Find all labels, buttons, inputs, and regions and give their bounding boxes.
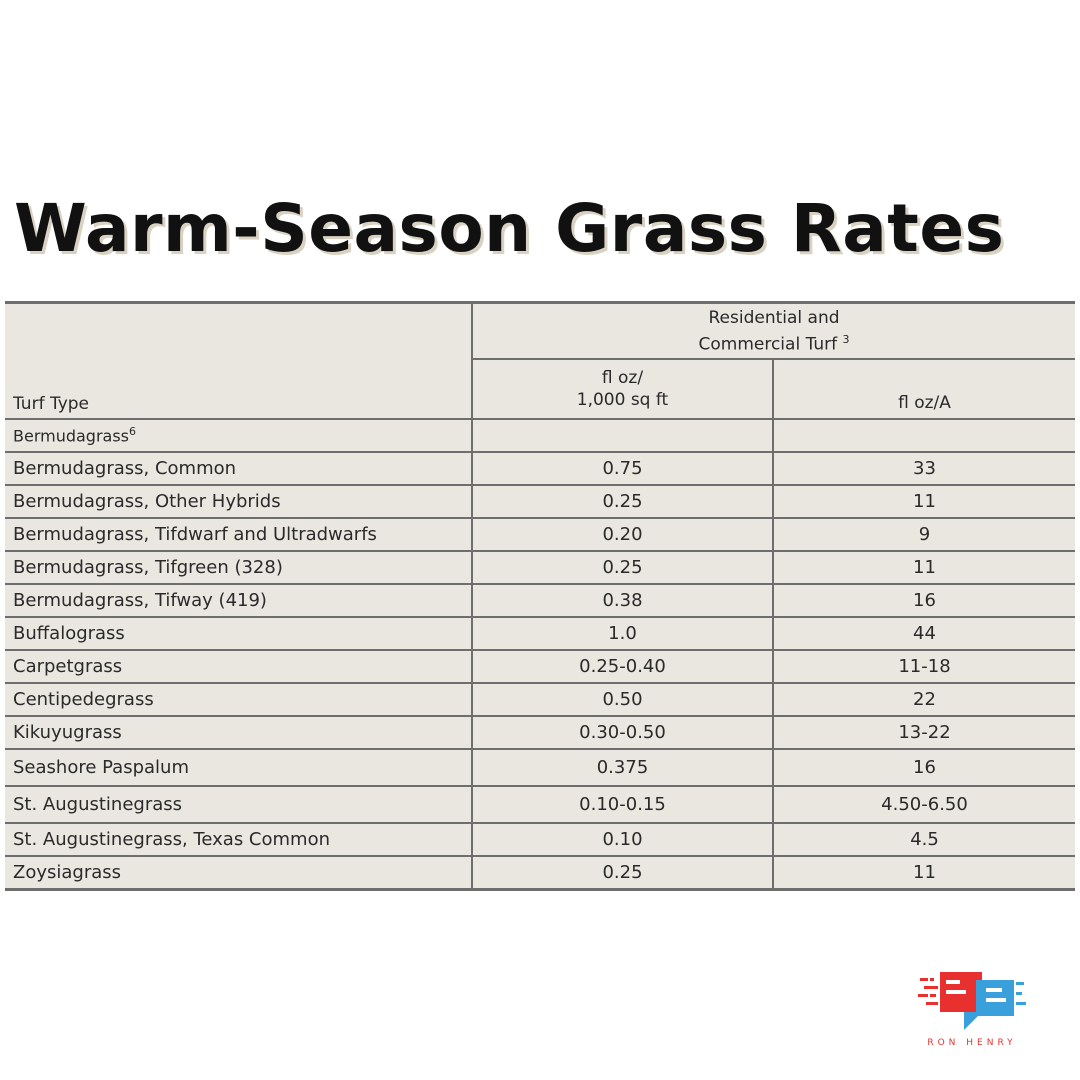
- table-row: Zoysiagrass 0.25 11: [5, 855, 1076, 891]
- per-acre-cell: 11: [771, 550, 1076, 584]
- group-header-footnote: 3: [842, 332, 850, 346]
- group-header-line2: Commercial Turf: [698, 334, 838, 355]
- page-title: Warm-Season Grass Rates: [14, 190, 1005, 267]
- table-row: Kikuyugrass 0.30-0.50 13-22: [5, 715, 1076, 749]
- per-acre-cell: 13-22: [771, 715, 1076, 749]
- turf-type-cell: St. Augustinegrass: [5, 785, 472, 823]
- per-1000-cell: 0.25: [471, 550, 773, 584]
- turf-type-cell: Zoysiagrass: [5, 855, 472, 891]
- group-header: Residential and Commercial Turf 3: [470, 301, 1076, 359]
- per-1000-cell: 0.20: [471, 517, 773, 551]
- per-1000-cell: 0.30-0.50: [471, 715, 773, 749]
- turf-type-header: Turf Type: [13, 394, 90, 414]
- turf-type-cell: Bermudagrass, Other Hybrids: [5, 484, 472, 518]
- section-label: Bermudagrass: [13, 426, 130, 446]
- section-row: Bermudagrass6: [5, 418, 1076, 452]
- per-acre-header: fl oz/A: [771, 358, 1076, 419]
- per-1000-sqft-header: fl oz/ 1,000 sq ft: [471, 358, 773, 419]
- per-1000-cell: 0.75: [471, 451, 773, 485]
- section-label-cell: Bermudagrass6: [5, 418, 472, 452]
- turf-rates-table: Residential and Commercial Turf 3 Turf T…: [5, 301, 1076, 891]
- per-acre-cell: 11-18: [771, 649, 1076, 683]
- per-1000-cell: 0.25-0.40: [471, 649, 773, 683]
- per-acre-cell: 11: [771, 855, 1076, 891]
- table-row: Bermudagrass, Tifgreen (328) 0.25 11: [5, 550, 1076, 584]
- table-row: Carpetgrass 0.25-0.40 11-18: [5, 649, 1076, 683]
- turf-type-cell: Bermudagrass, Tifgreen (328): [5, 550, 472, 584]
- per-acre-cell: 44: [771, 616, 1076, 650]
- turf-type-cell: Kikuyugrass: [5, 715, 472, 749]
- table-row: St. Augustinegrass, Texas Common 0.10 4.…: [5, 822, 1076, 856]
- ron-henry-logo-icon: [918, 972, 1026, 1030]
- table-row: Bermudagrass, Tifway (419) 0.38 16: [5, 583, 1076, 617]
- group-header-line1: Residential and: [708, 307, 840, 328]
- per-acre-cell: 16: [771, 583, 1076, 617]
- turf-type-cell: Bermudagrass, Tifdwarf and Ultradwarfs: [5, 517, 472, 551]
- per-1000-cell: 0.25: [471, 855, 773, 891]
- per-acre-cell: 11: [771, 484, 1076, 518]
- per-acre-cell: 22: [771, 682, 1076, 716]
- section-footnote: 6: [129, 425, 137, 439]
- table-row: Centipedegrass 0.50 22: [5, 682, 1076, 716]
- per-1000-cell: 0.50: [471, 682, 773, 716]
- turf-type-cell: Buffalograss: [5, 616, 472, 650]
- table-row: Bermudagrass, Tifdwarf and Ultradwarfs 0…: [5, 517, 1076, 551]
- logo-text: RON HENRY: [927, 1038, 1017, 1048]
- turf-type-cell: Bermudagrass, Common: [5, 451, 472, 485]
- per-acre-cell: 9: [771, 517, 1076, 551]
- per-1000-header-line1: fl oz/: [601, 368, 644, 388]
- ron-henry-logo: RON HENRY: [916, 968, 1028, 1052]
- per-acre-cell: 4.50-6.50: [771, 785, 1076, 823]
- table-column-header-row: Turf Type fl oz/ 1,000 sq ft fl oz/A: [5, 358, 1076, 419]
- per-1000-cell: 1.0: [471, 616, 773, 650]
- turf-type-cell: Seashore Paspalum: [5, 748, 472, 786]
- per-acre-cell: 33: [771, 451, 1076, 485]
- table-row: Bermudagrass, Common 0.75 33: [5, 451, 1076, 485]
- turf-type-cell: Bermudagrass, Tifway (419): [5, 583, 472, 617]
- per-1000-cell: 0.375: [471, 748, 773, 786]
- table-group-header-row: Residential and Commercial Turf 3: [5, 301, 1076, 359]
- per-acre-cell: 4.5: [771, 822, 1076, 856]
- table-row: Bermudagrass, Other Hybrids 0.25 11: [5, 484, 1076, 518]
- turf-type-cell: Carpetgrass: [5, 649, 472, 683]
- per-1000-cell: 0.25: [471, 484, 773, 518]
- per-1000-cell: 0.10-0.15: [471, 785, 773, 823]
- blank-header-cell: [5, 301, 472, 359]
- turf-type-cell: St. Augustinegrass, Texas Common: [5, 822, 472, 856]
- table-row: Buffalograss 1.0 44: [5, 616, 1076, 650]
- section-empty-cell: [471, 418, 773, 452]
- per-acre-cell: 16: [771, 748, 1076, 786]
- section-empty-cell: [771, 418, 1076, 452]
- table-row: St. Augustinegrass 0.10-0.15 4.50-6.50: [5, 785, 1076, 823]
- table-row: Seashore Paspalum 0.375 16: [5, 748, 1076, 786]
- per-1000-cell: 0.38: [471, 583, 773, 617]
- per-1000-cell: 0.10: [471, 822, 773, 856]
- turf-type-cell: Centipedegrass: [5, 682, 472, 716]
- per-1000-header-line2: 1,000 sq ft: [576, 390, 669, 410]
